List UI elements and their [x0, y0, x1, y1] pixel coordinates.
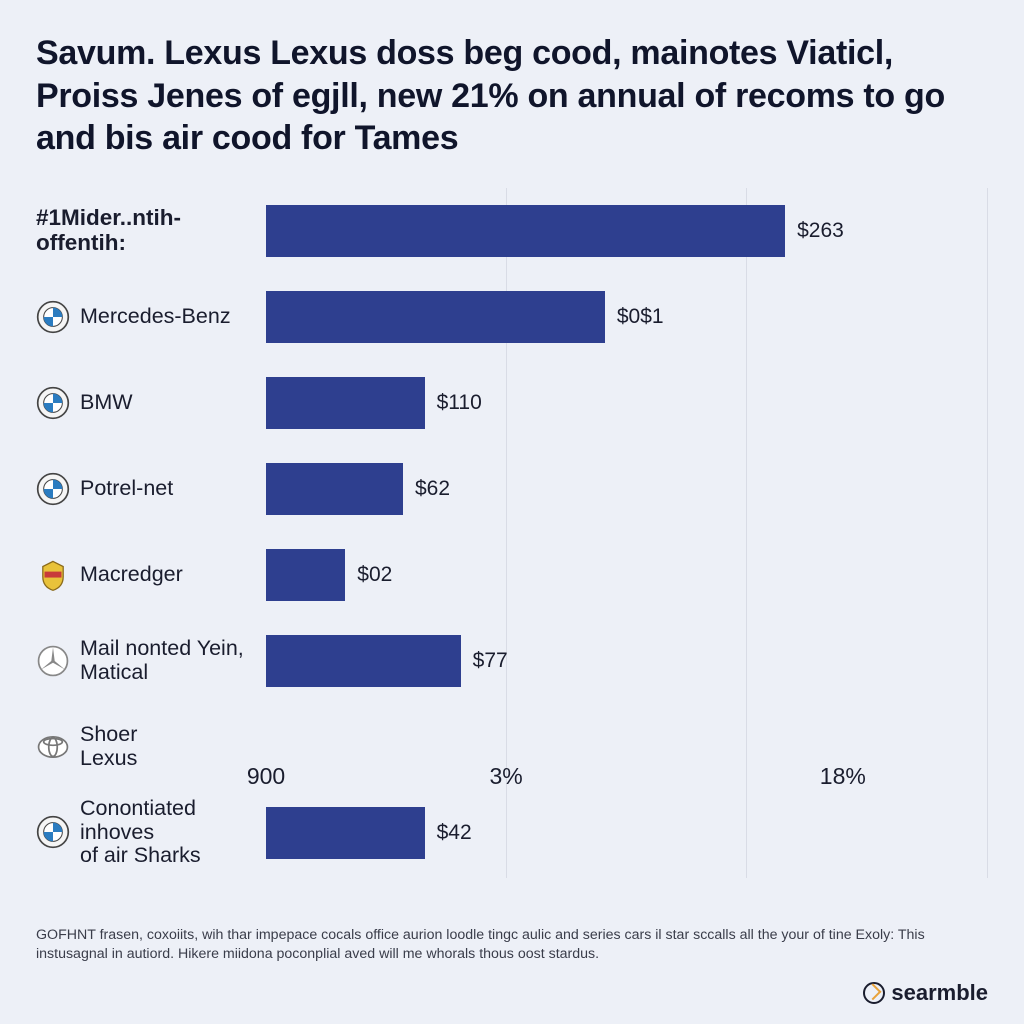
bar-cell: $02 — [266, 532, 987, 618]
footnote: GOFHNT frasen, coxoiits, wih thar impepa… — [36, 926, 988, 964]
bar-cell: $110 — [266, 360, 987, 446]
row-label-cell: Macredger — [36, 558, 266, 592]
row-label: #1Mider..ntih-offentih: — [36, 206, 262, 256]
bar-value: $110 — [437, 391, 482, 415]
bar-cell: $263 — [266, 188, 987, 274]
row-label-cell: #1Mider..ntih-offentih: — [36, 206, 266, 256]
bar — [266, 205, 785, 257]
brand-icon — [863, 982, 885, 1004]
chart-row: #1Mider..ntih-offentih: $263 — [36, 188, 987, 274]
row-label: Mail nonted Yein,Matical — [80, 637, 244, 684]
page-title: Savum. Lexus Lexus doss beg cood, mainot… — [36, 32, 988, 160]
row-label: ShoerLexus — [80, 723, 137, 770]
chart-row: Potrel-net $62 — [36, 446, 987, 532]
chart-row: Macredger $02 — [36, 532, 987, 618]
row-label-cell: Conontiated inhovesof air Sharks — [36, 797, 266, 868]
chart-row: Mercedes-Benz $0$1 — [36, 274, 987, 360]
toyota-logo-icon — [36, 730, 70, 764]
brand-badge: searmble — [863, 980, 988, 1006]
bar-cell: $77 — [266, 618, 987, 704]
bar — [266, 463, 403, 515]
chart-row: BMW $110 — [36, 360, 987, 446]
row-label: Potrel-net — [80, 477, 173, 501]
bar-value: $77 — [473, 649, 508, 673]
row-label: BMW — [80, 391, 133, 415]
crest-logo-icon — [36, 558, 70, 592]
bar — [266, 635, 461, 687]
chart-plot: #1Mider..ntih-offentih:$263 Mercedes-Ben… — [266, 188, 988, 878]
x-axis-label: 900 — [247, 763, 285, 790]
bmw-logo-icon — [36, 386, 70, 420]
bar — [266, 377, 425, 429]
x-axis-label: 18% — [820, 763, 866, 790]
mercedes-logo-icon — [36, 644, 70, 678]
row-label-cell: Mail nonted Yein,Matical — [36, 637, 266, 684]
row-label-cell: ShoerLexus — [36, 723, 266, 770]
bar — [266, 807, 425, 859]
chart-row: Conontiated inhovesof air Sharks $42 — [36, 790, 987, 876]
bmw-logo-icon — [36, 300, 70, 334]
row-label-cell: BMW — [36, 386, 266, 420]
bmw-logo-icon — [36, 472, 70, 506]
bar-value: $263 — [797, 219, 844, 243]
row-label-cell: Potrel-net — [36, 472, 266, 506]
chart-row: Mail nonted Yein,Matical $77 — [36, 618, 987, 704]
bar — [266, 291, 605, 343]
bar-cell: $0$1 — [266, 274, 987, 360]
brand-label: searmble — [891, 980, 988, 1006]
bar — [266, 549, 345, 601]
row-label: Mercedes-Benz — [80, 305, 231, 329]
bar-chart: #1Mider..ntih-offentih: $263 Mercedes-Ben… — [36, 188, 988, 878]
row-label-cell: Mercedes-Benz — [36, 300, 266, 334]
bar-value: $42 — [437, 821, 472, 845]
bar-value: $62 — [415, 477, 450, 501]
bar-cell — [266, 704, 987, 790]
bmw-logo-icon — [36, 815, 70, 849]
bar-value: $0$1 — [617, 305, 664, 329]
row-label: Conontiated inhovesof air Sharks — [80, 797, 262, 868]
x-axis-label: 3% — [489, 763, 522, 790]
bar-value: $02 — [357, 563, 392, 587]
row-label: Macredger — [80, 563, 183, 587]
bar-cell: $62 — [266, 446, 987, 532]
bar-cell: $42 — [266, 790, 987, 876]
